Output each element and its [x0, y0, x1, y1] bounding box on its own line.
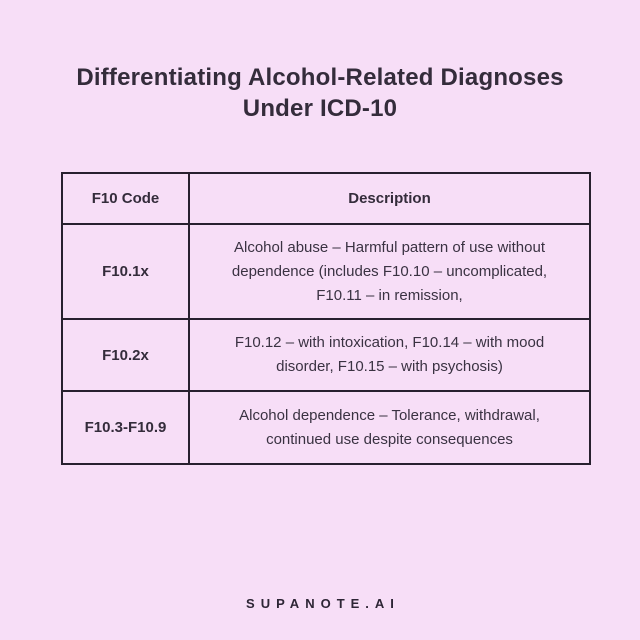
diagnosis-table-wrapper: F10 Code Description F10.1x Alcohol abus…: [61, 172, 591, 465]
brand-footer: SUPANOTE.AI: [246, 596, 400, 611]
page-title-line1: Differentiating Alcohol-Related Diagnose…: [76, 64, 564, 91]
description-cell: Alcohol dependence – Tolerance, withdraw…: [188, 390, 591, 465]
description-cell: Alcohol abuse – Harmful pattern of use w…: [188, 223, 591, 320]
diagnosis-table: F10 Code Description F10.1x Alcohol abus…: [61, 172, 591, 465]
table-row: F10.3-F10.9 Alcohol dependence – Toleran…: [61, 390, 591, 465]
table-row: F10.2x F10.12 – with intoxication, F10.1…: [61, 318, 591, 392]
page-title: Differentiating Alcohol-Related Diagnose…: [0, 62, 640, 124]
code-cell: F10.1x: [61, 223, 190, 320]
code-cell: F10.2x: [61, 318, 190, 392]
column-header-code: F10 Code: [61, 172, 190, 225]
table-header-row: F10 Code Description: [61, 172, 591, 225]
table-row: F10.1x Alcohol abuse – Harmful pattern o…: [61, 223, 591, 320]
column-header-description: Description: [188, 172, 591, 225]
description-cell: F10.12 – with intoxication, F10.14 – wit…: [188, 318, 591, 392]
page-title-line2: Under ICD-10: [242, 95, 398, 122]
code-cell: F10.3-F10.9: [61, 390, 190, 465]
